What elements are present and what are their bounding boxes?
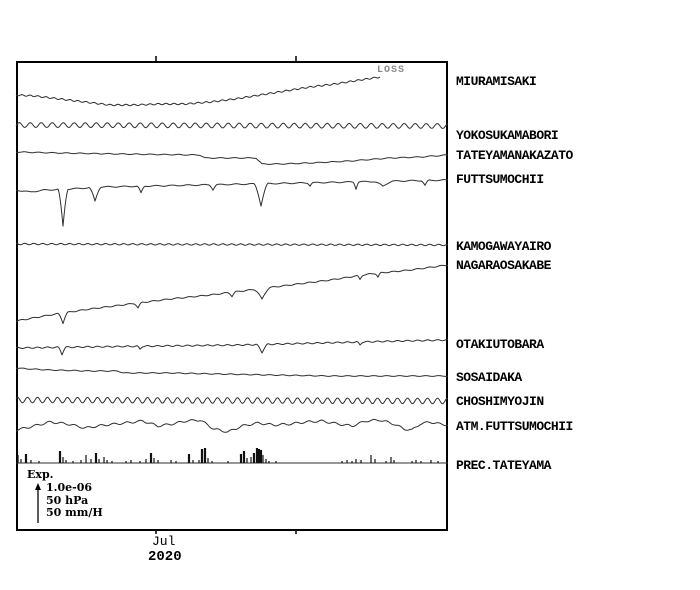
- station-label-tateyamanakazato: TATEYAMANAKAZATO: [456, 148, 573, 163]
- legend-items: 1.0e-06 50 hPa 50 mm/H: [46, 481, 103, 520]
- precip-bar: [430, 460, 432, 463]
- precip-bar: [62, 457, 64, 463]
- precip-bar: [103, 457, 105, 463]
- precip-bar: [265, 459, 267, 463]
- station-label-miuramisaki: MIURAMISAKI: [456, 74, 537, 89]
- precip-bar: [390, 457, 392, 463]
- precip-bar: [227, 461, 229, 463]
- precip-bar: [198, 460, 200, 463]
- precip-bar: [385, 461, 387, 463]
- trace-kamogawayairo: [15, 242, 449, 247]
- precip-bar: [262, 455, 264, 463]
- precip-bar: [17, 455, 19, 463]
- precip-bar: [437, 461, 439, 463]
- precip-bar: [360, 460, 362, 463]
- precip-bar: [157, 460, 159, 463]
- precip-bar: [139, 461, 141, 463]
- precip-bar: [411, 461, 413, 463]
- trace-tateyamanakazato: [15, 151, 449, 165]
- precip-bar: [257, 449, 261, 463]
- station-label-prec-tateyama: PREC.TATEYAMA: [456, 458, 551, 473]
- x-axis-month-label: Jul: [152, 534, 176, 549]
- precip-bar: [145, 459, 147, 463]
- precip-bar: [130, 460, 132, 463]
- station-label-nagaraosakabe: NAGARAOSAKABE: [456, 258, 551, 273]
- trace-futtsumochii: [15, 179, 449, 227]
- precip-bar: [242, 451, 246, 463]
- x-axis-year-label: 2020: [148, 549, 182, 565]
- precip-bar: [111, 461, 113, 463]
- precip-bar: [393, 460, 395, 463]
- precip-bar: [207, 458, 209, 463]
- precip-bar: [203, 448, 207, 463]
- precip-bar: [30, 460, 32, 463]
- station-label-sosaidaka: SOSAIDAKA: [456, 370, 522, 385]
- plot-frame: [16, 61, 448, 531]
- precip-bar: [65, 460, 67, 463]
- precip-bar: [125, 461, 127, 463]
- precip-bar: [200, 449, 204, 463]
- precip-bar: [259, 450, 263, 463]
- precip-bar: [58, 451, 62, 463]
- precip-bar: [250, 457, 252, 463]
- precip-bar: [341, 461, 343, 463]
- station-label-atm-futtsumochii: ATM.FUTTSUMOCHII: [456, 419, 573, 434]
- trace-choshimyojin: [15, 396, 448, 405]
- precip-bar: [98, 459, 100, 463]
- precip-bar: [72, 461, 74, 463]
- station-label-futtsumochii: FUTTSUMOCHII: [456, 172, 544, 187]
- precip-bar: [90, 459, 92, 463]
- trace-otakiutobara: [15, 338, 449, 356]
- precip-bar: [346, 460, 348, 463]
- station-label-yokosukamabori: YOKOSUKAMABORI: [456, 128, 559, 143]
- legend-item-strain: 1.0e-06: [46, 481, 93, 494]
- precip-bar: [149, 453, 153, 463]
- trace-sosaidaka: [16, 367, 449, 377]
- legend-item-rain: 50 mm/H: [46, 506, 103, 519]
- scale-legend: Exp. 1.0e-06 50 hPa 50 mm/H: [27, 468, 147, 519]
- legend-item-pressure: 50 hPa: [46, 493, 89, 507]
- precip-bar: [246, 458, 248, 463]
- precip-bar: [252, 453, 256, 463]
- trace-nagaraosakabe: [15, 264, 449, 325]
- precip-bar: [255, 448, 259, 463]
- precip-bar: [175, 461, 177, 463]
- station-label-choshimyojin: CHOSHIMYOJIN: [456, 394, 544, 409]
- precip-bar: [370, 455, 372, 463]
- precip-bar: [415, 460, 417, 463]
- up-arrow-icon: [35, 483, 41, 490]
- precip-bar: [239, 454, 243, 463]
- station-label-kamogawayairo: KAMOGAWAYAIRO: [456, 239, 551, 254]
- precip-bar: [374, 459, 376, 463]
- precip-bar: [420, 461, 422, 463]
- precip-bar: [275, 461, 277, 463]
- precip-bar: [94, 453, 98, 463]
- precip-bar: [187, 454, 191, 463]
- trace-miuramisaki: [15, 76, 381, 107]
- precip-bar: [106, 460, 108, 463]
- precip-bar: [268, 461, 270, 463]
- precip-bar: [24, 454, 28, 463]
- data-loss-annotation: LOSS: [377, 65, 406, 76]
- precip-bar: [153, 458, 155, 463]
- trace-atm-futtsumochii: [15, 418, 449, 433]
- station-label-otakiutobara: OTAKIUTOBARA: [456, 337, 544, 352]
- trace-yokosukamabori: [15, 122, 449, 129]
- precip-bar: [351, 461, 353, 463]
- precip-bar: [38, 461, 40, 463]
- precip-bar: [85, 455, 87, 463]
- precip-bar: [80, 460, 82, 463]
- precip-bar: [355, 459, 357, 463]
- precip-bar: [20, 459, 22, 463]
- legend-title: Exp.: [27, 468, 54, 481]
- precip-bar: [192, 460, 194, 463]
- precip-bar: [211, 461, 213, 463]
- precip-bar: [170, 460, 172, 463]
